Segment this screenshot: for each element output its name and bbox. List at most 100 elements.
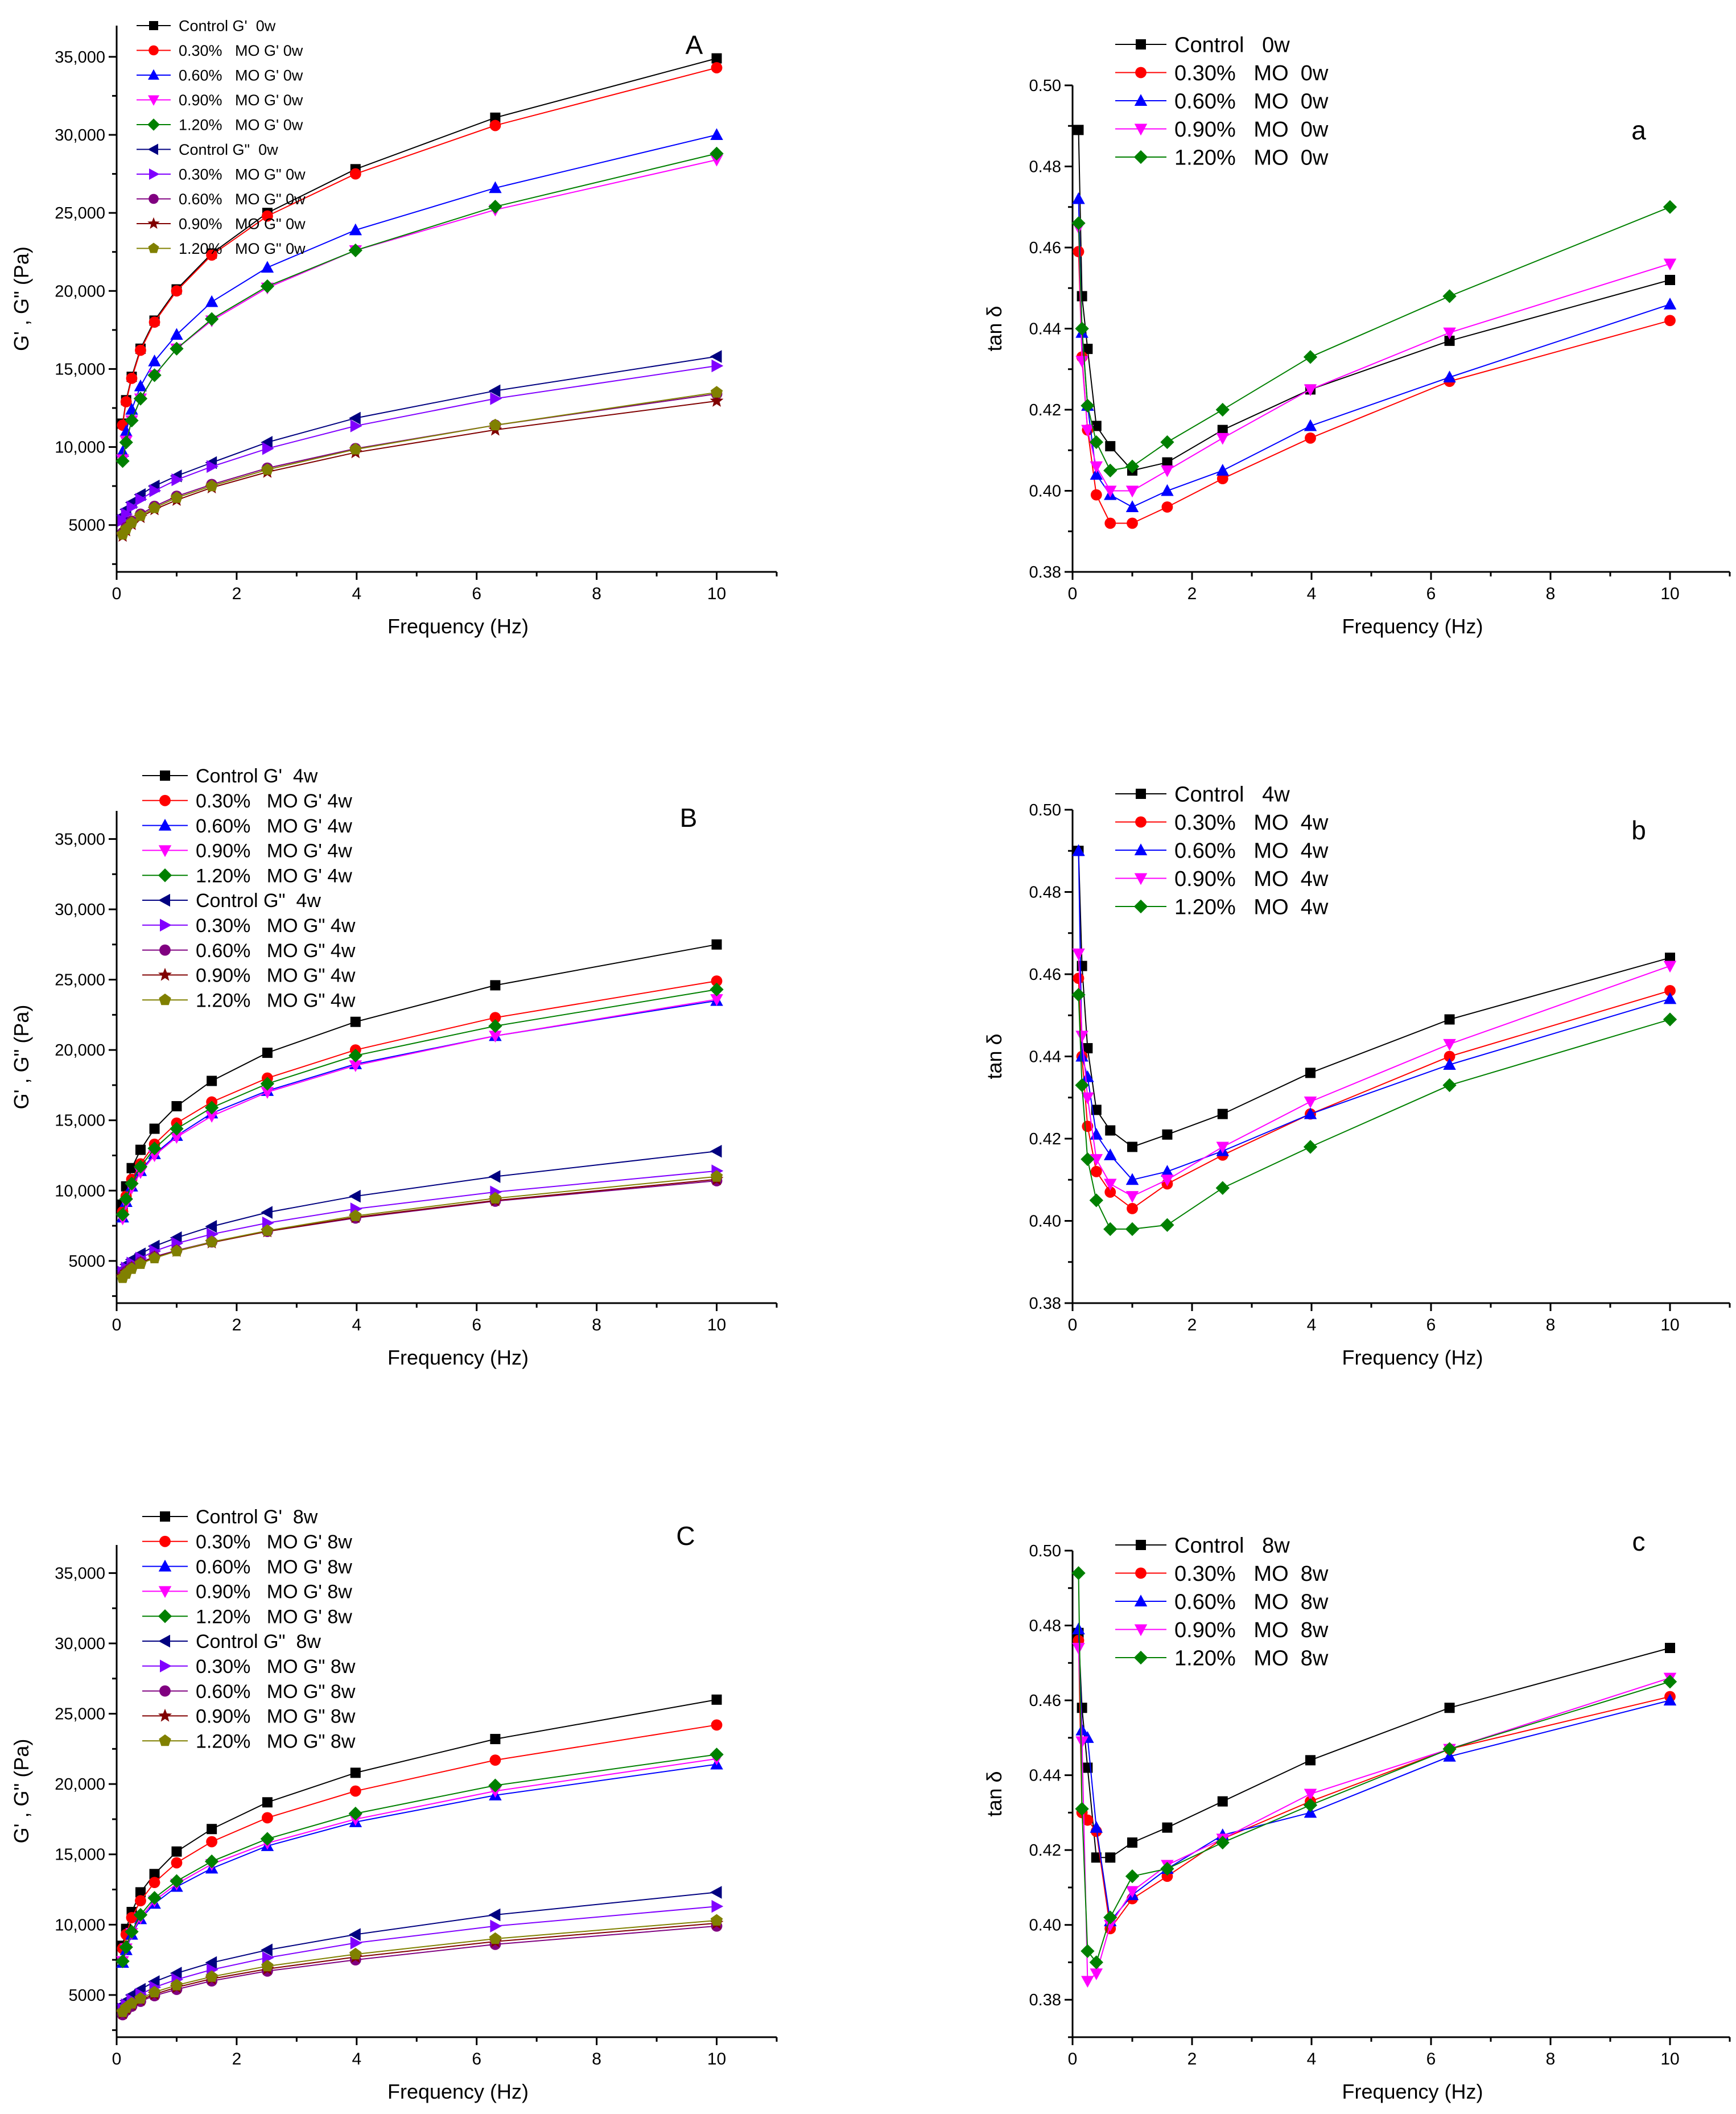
series-4: [1071, 987, 1677, 1237]
data-point: [1081, 1976, 1094, 1988]
data-point: [1304, 1107, 1317, 1119]
data-point: [262, 1812, 273, 1824]
series-4: [116, 146, 724, 468]
data-point: [1304, 1096, 1317, 1108]
x-tick-label: 4: [352, 1316, 361, 1334]
legend-label: 0.90% MO 0w: [1174, 118, 1329, 142]
data-point: [1071, 1566, 1086, 1580]
legend-label: 1.20% MO G' 0w: [179, 117, 303, 134]
data-point: [1162, 457, 1173, 468]
data-point: [170, 1979, 183, 1991]
x-tick-label: 10: [707, 584, 726, 603]
legend-marker: [159, 1535, 171, 1547]
data-point: [1127, 1142, 1137, 1152]
data-point: [119, 1940, 133, 1954]
legend-marker: [160, 1511, 170, 1522]
data-point: [490, 980, 501, 991]
legend-label: 0.30% MO G' 4w: [196, 790, 352, 812]
data-point: [1072, 948, 1085, 961]
x-tick-label: 2: [1187, 2050, 1197, 2068]
data-point: [1161, 484, 1174, 496]
data-point: [1072, 1643, 1085, 1655]
data-point: [349, 1928, 361, 1941]
data-point: [1125, 1191, 1139, 1203]
legend-marker: [1135, 1567, 1147, 1579]
data-point: [1161, 1175, 1174, 1186]
data-point: [204, 1854, 219, 1869]
data-point: [1072, 192, 1085, 204]
data-point: [1215, 402, 1230, 417]
data-point: [260, 1832, 275, 1846]
data-point: [207, 460, 218, 473]
data-point: [349, 1785, 361, 1797]
data-point: [170, 1245, 183, 1256]
x-tick-label: 0: [112, 2050, 122, 2068]
data-point: [116, 1208, 130, 1222]
series-4: [1071, 1566, 1677, 1969]
y-tick-label: 0.40: [1029, 483, 1061, 501]
series-line: [1078, 227, 1671, 492]
data-point: [1664, 985, 1676, 996]
data-point: [1105, 1125, 1116, 1136]
data-point: [149, 1869, 160, 1880]
data-point: [1304, 419, 1317, 431]
y-tick-label: 20,000: [55, 1775, 105, 1794]
series-3: [1072, 948, 1677, 1203]
y-tick-label: 15,000: [55, 360, 105, 378]
data-point: [349, 1189, 361, 1203]
y-tick-label: 15,000: [55, 1112, 105, 1130]
data-point: [205, 1956, 217, 1969]
data-point: [350, 419, 362, 432]
legend-marker: [1134, 843, 1148, 855]
data-point: [1073, 246, 1085, 258]
y-tick-label: 0.48: [1029, 1617, 1061, 1635]
data-point: [1663, 992, 1677, 1004]
data-point: [1162, 1822, 1173, 1833]
y-tick-label: 0.38: [1029, 563, 1061, 582]
data-point: [1091, 421, 1102, 431]
data-point: [1663, 258, 1677, 271]
legend-label: 0.30% MO 8w: [1174, 1562, 1329, 1586]
data-point: [207, 1824, 217, 1835]
data-point: [126, 1163, 137, 1173]
data-point: [490, 392, 502, 405]
data-point: [1443, 1039, 1456, 1051]
data-point: [125, 413, 139, 428]
x-tick-label: 2: [1187, 1316, 1197, 1334]
data-point: [1160, 1218, 1174, 1232]
legend-marker: [148, 242, 159, 253]
data-point: [1663, 961, 1677, 973]
y-tick-label: 15,000: [55, 1846, 105, 1864]
legend-label: Control G" 0w: [179, 141, 278, 158]
x-tick-label: 10: [707, 1316, 726, 1334]
data-point: [1303, 350, 1318, 364]
data-point: [1442, 1078, 1457, 1093]
y-tick-label: 0.44: [1029, 320, 1061, 339]
data-point: [710, 350, 722, 363]
data-point: [1104, 1186, 1116, 1198]
data-point: [489, 1932, 502, 1944]
data-point: [262, 442, 274, 455]
y-tick-label: 0.42: [1029, 401, 1061, 419]
data-point: [710, 146, 724, 161]
data-point: [1104, 485, 1117, 498]
data-point: [490, 1919, 502, 1933]
x-tick-label: 2: [1187, 584, 1197, 603]
data-point: [205, 1235, 218, 1247]
data-point: [1664, 315, 1676, 327]
data-point: [1127, 517, 1138, 529]
data-point: [1443, 370, 1456, 382]
data-point: [1217, 473, 1228, 485]
data-point: [1075, 1031, 1088, 1043]
data-point: [260, 279, 275, 294]
data-point: [262, 1951, 274, 1964]
data-point: [1663, 298, 1677, 310]
x-axis-title: Frequency (Hz): [387, 1346, 529, 1369]
legend-label: 0.60% MO G" 8w: [196, 1681, 356, 1703]
data-point: [126, 500, 139, 514]
legend-marker: [159, 794, 171, 806]
legend-marker: [158, 893, 170, 907]
y-tick-label: 0.40: [1029, 1213, 1061, 1231]
data-point: [1444, 1014, 1455, 1025]
data-point: [1305, 1068, 1316, 1078]
